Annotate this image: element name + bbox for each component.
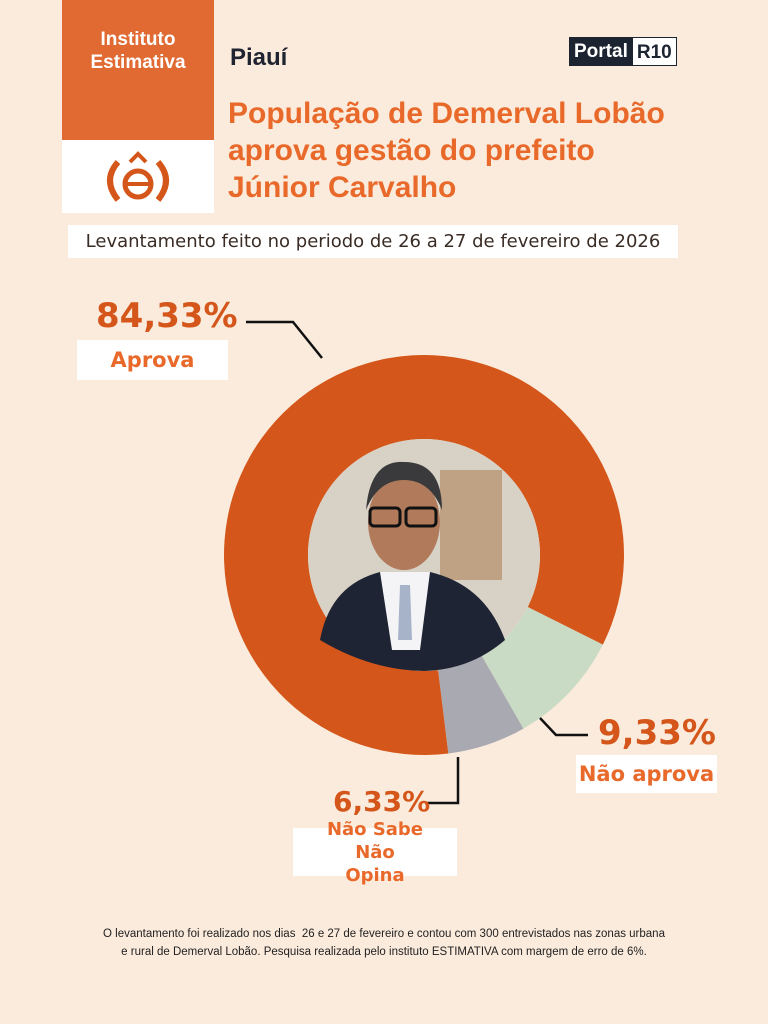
donut-slice [438, 655, 524, 754]
brand-logo: Portal R10 [569, 37, 677, 66]
photo-tie [398, 585, 412, 640]
footer-line: O levantamento foi realizado nos dias 26… [103, 928, 665, 940]
logo-icon [107, 151, 169, 202]
subtitle: Levantamento feito no periodo de 26 a 27… [68, 225, 678, 258]
photo-hair [366, 461, 442, 510]
region: Piauí [230, 44, 288, 71]
photo-detail [440, 470, 502, 580]
donut-slice [224, 354, 624, 755]
slices [224, 354, 624, 755]
photo-glasses [368, 506, 402, 528]
category-label: Não Sabe Não Opina [293, 819, 457, 886]
brand-part: Portal [569, 37, 632, 66]
category-label: Não aprova [576, 755, 717, 793]
leader-line [539, 717, 588, 737]
value-label: 9,33% [598, 713, 716, 753]
footer-line: e rural de Demerval Lobão. Pesquisa real… [121, 946, 647, 958]
donut-slice [481, 606, 603, 729]
title-line: População de Demerval Lobão [228, 97, 665, 130]
value-label: 6,33% [333, 785, 431, 818]
institute-logo [62, 140, 214, 213]
leader-line [246, 320, 323, 359]
title-line: Júnior Carvalho [228, 171, 457, 204]
leader-line [425, 757, 460, 805]
photo [308, 439, 540, 671]
category-label: Aprova [77, 340, 228, 380]
photo-glasses [404, 506, 438, 528]
photo-face [368, 474, 440, 570]
value-label: 84,33% [96, 296, 238, 336]
title-line: aprova gestão do prefeito [228, 134, 595, 167]
institute-name: Instituto Estimativa [62, 0, 214, 140]
brand-part: R10 [631, 37, 677, 66]
